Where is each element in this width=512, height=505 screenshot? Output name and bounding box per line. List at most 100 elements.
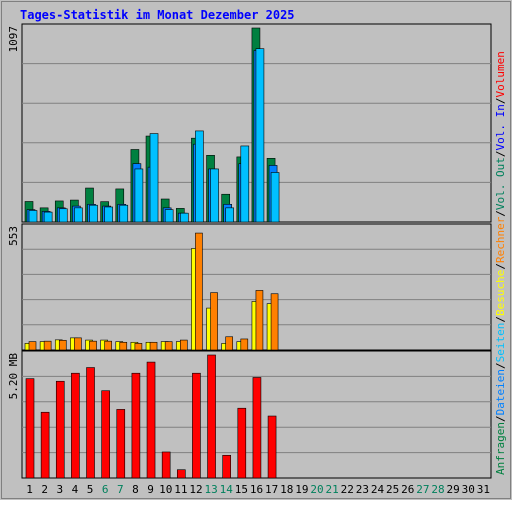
legend-item: Vol. In (494, 104, 507, 150)
bar-rechner-day-6 (104, 340, 112, 351)
bar-seiten-day-14 (225, 207, 234, 223)
legend-item: Volumen (494, 51, 507, 97)
bar-seiten-day-15 (240, 145, 250, 223)
bar-rechner-day-13 (210, 292, 218, 351)
bar-seiten-day-3 (58, 208, 68, 223)
bar-seiten-day-11 (179, 212, 189, 223)
bar-rechner-day-15 (240, 338, 249, 351)
bar-seiten-day-1 (28, 210, 38, 223)
x-tick-label-day-1: 1 (26, 483, 33, 496)
legend-item: / (494, 415, 507, 422)
x-tick-label-day-16: 16 (250, 483, 263, 496)
legend-item: / (494, 316, 507, 323)
bar-rechner-day-8 (134, 343, 143, 351)
bar-volumen-day-1 (25, 378, 35, 479)
bar-volumen-day-8 (131, 372, 141, 479)
x-tick-label-day-14: 14 (220, 483, 234, 496)
bar-seiten-day-10 (164, 209, 174, 223)
bar-volumen-day-6 (101, 390, 110, 479)
y-axis-max-label: 5.20 MB (7, 353, 20, 400)
bar-volumen-day-2 (40, 411, 50, 479)
x-tick-label-day-4: 4 (72, 483, 79, 496)
legend-item: Anfragen (494, 422, 507, 475)
bar-seiten-day-9 (149, 133, 159, 223)
bar-seiten-day-8 (134, 168, 144, 223)
x-tick-label-day-19: 19 (295, 483, 308, 496)
bar-seiten-day-2 (43, 211, 53, 223)
bar-rechner-day-16 (255, 290, 264, 351)
chart-title: Tages-Statistik im Monat Dezember 2025 (20, 8, 295, 22)
bar-volumen-day-15 (237, 407, 247, 479)
legend-item: Besuche (494, 270, 507, 316)
legend-item: Dateien (494, 369, 507, 415)
legend-item: Seiten (494, 323, 507, 363)
x-tick-label-day-12: 12 (189, 483, 202, 496)
bar-rechner-day-12 (195, 232, 203, 351)
bar-rechner-day-4 (74, 337, 82, 351)
bar-seiten-day-7 (119, 204, 129, 223)
x-tick-label-day-18: 18 (280, 483, 293, 496)
bar-seiten-day-13 (210, 168, 219, 223)
x-tick-label-day-3: 3 (57, 483, 64, 496)
legend-item: Vol. Out (494, 157, 507, 210)
x-tick-label-day-28: 28 (431, 483, 444, 496)
x-tick-label-day-7: 7 (117, 483, 124, 496)
legend-item: / (494, 210, 507, 217)
bar-volumen-day-14 (222, 454, 231, 479)
x-tick-label-day-23: 23 (356, 483, 369, 496)
bar-volumen-day-5 (86, 367, 95, 479)
bar-volumen-day-10 (161, 451, 171, 479)
x-tick-label-day-26: 26 (401, 483, 414, 496)
bar-rechner-day-7 (119, 341, 128, 351)
bar-seiten-day-17 (270, 172, 280, 223)
bar-rechner-day-11 (179, 339, 188, 351)
bar-seiten-day-6 (104, 206, 113, 223)
x-tick-label-day-6: 6 (102, 483, 109, 496)
legend-item: / (494, 150, 507, 157)
bar-seiten-day-5 (89, 204, 98, 223)
bar-volumen-day-4 (71, 372, 80, 479)
legend: Anfragen/Dateien/Seiten/Besuche/Rechner/… (494, 51, 507, 475)
x-tick-label-day-13: 13 (204, 483, 217, 496)
bar-rechner-day-9 (149, 341, 158, 351)
x-tick-label-day-30: 30 (462, 483, 475, 496)
bar-volumen-day-13 (207, 354, 216, 479)
bar-volumen-day-17 (267, 415, 277, 479)
x-tick-label-day-22: 22 (341, 483, 354, 496)
x-tick-label-day-27: 27 (416, 483, 429, 496)
bar-volumen-day-3 (55, 380, 65, 479)
x-tick-label-day-21: 21 (326, 483, 339, 496)
y-axis-max-label: 1097 (7, 26, 20, 53)
legend-item: / (494, 263, 507, 270)
x-tick-label-day-11: 11 (174, 483, 187, 496)
x-tick-label-day-20: 20 (310, 483, 323, 496)
x-tick-label-day-25: 25 (386, 483, 399, 496)
bar-rechner-day-10 (164, 341, 173, 351)
bar-rechner-day-14 (225, 336, 233, 351)
x-tick-label-day-15: 15 (235, 483, 248, 496)
legend-item: Rechner (494, 216, 507, 263)
bar-rechner-day-3 (58, 339, 67, 351)
bar-volumen-day-9 (146, 361, 156, 479)
x-tick-label-day-31: 31 (477, 483, 490, 496)
bar-seiten-day-16 (255, 48, 265, 223)
bar-volumen-day-11 (176, 469, 186, 479)
bar-volumen-day-7 (116, 409, 126, 479)
legend-item: / (494, 97, 507, 104)
bar-seiten-day-4 (74, 207, 83, 223)
x-tick-label-day-24: 24 (371, 483, 385, 496)
x-tick-label-day-9: 9 (147, 483, 154, 496)
y-axis-max-label: 553 (7, 226, 20, 246)
x-tick-label-day-5: 5 (87, 483, 94, 496)
x-tick-label-day-17: 17 (265, 483, 278, 496)
x-tick-label-day-10: 10 (159, 483, 172, 496)
bar-rechner-day-2 (43, 340, 52, 351)
bar-rechner-day-1 (28, 341, 37, 351)
bar-rechner-day-5 (89, 340, 97, 351)
bar-volumen-day-12 (192, 372, 201, 479)
x-tick-label-day-29: 29 (447, 483, 460, 496)
bar-rechner-day-17 (270, 293, 279, 351)
legend-item: / (494, 362, 507, 369)
